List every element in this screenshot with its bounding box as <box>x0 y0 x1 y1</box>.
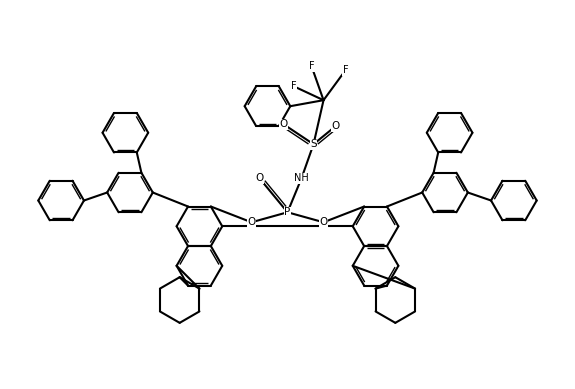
Text: O: O <box>255 173 263 183</box>
Text: F: F <box>309 61 315 71</box>
Text: S: S <box>310 139 317 149</box>
Text: NH: NH <box>294 173 309 183</box>
Text: P: P <box>285 207 290 217</box>
Text: O: O <box>247 217 256 227</box>
Text: O: O <box>279 119 288 129</box>
Text: O: O <box>331 121 340 131</box>
Text: F: F <box>291 81 296 91</box>
Text: F: F <box>343 65 348 75</box>
Text: O: O <box>319 217 328 227</box>
